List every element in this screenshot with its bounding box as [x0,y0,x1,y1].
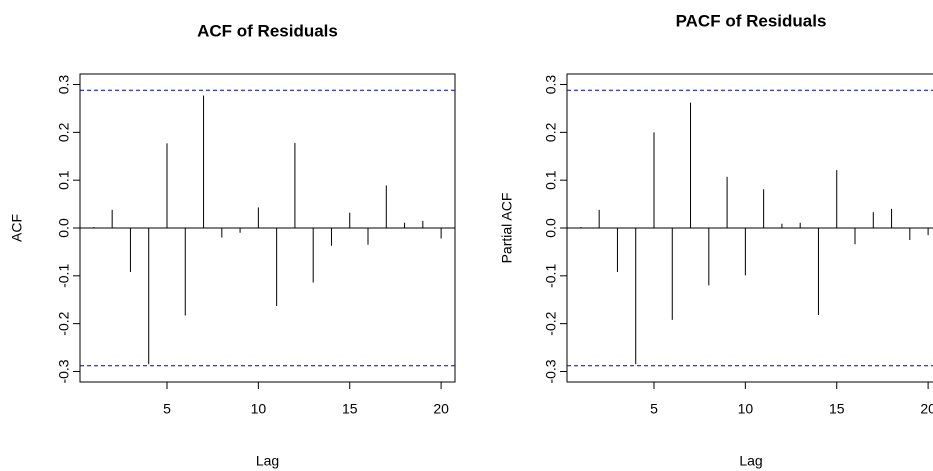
y-tick-label: -0.3 [543,359,559,383]
y-tick-label: -0.1 [56,264,72,288]
x-tick-label: 20 [433,401,449,417]
y-tick-label: -0.2 [543,311,559,335]
y-tick-label: -0.1 [543,264,559,288]
y-tick-label: 0.0 [56,218,72,238]
x-tick-label: 5 [163,401,171,417]
y-tick-label: 0.3 [56,75,72,95]
x-tick-label: 10 [738,401,754,417]
y-axis-label: ACF [9,214,25,242]
x-tick-label: 15 [829,401,845,417]
y-tick-label: 0.1 [56,170,72,190]
x-tick-label: 10 [251,401,267,417]
x-axis-label: Lag [739,453,762,469]
y-axis-label: Partial ACF [499,193,515,264]
x-tick-label: 20 [920,401,933,417]
chart-title: ACF of Residuals [197,21,338,40]
y-tick-label: 0.3 [543,75,559,95]
x-axis-label: Lag [256,453,279,469]
x-tick-label: 5 [650,401,658,417]
y-tick-label: 0.0 [543,218,559,238]
x-tick-label: 15 [342,401,358,417]
y-tick-label: 0.1 [543,170,559,190]
y-tick-label: -0.3 [56,359,72,383]
chart-title: PACF of Residuals [676,11,827,30]
y-tick-label: -0.2 [56,311,72,335]
y-tick-label: 0.2 [543,122,559,142]
y-tick-label: 0.2 [56,122,72,142]
